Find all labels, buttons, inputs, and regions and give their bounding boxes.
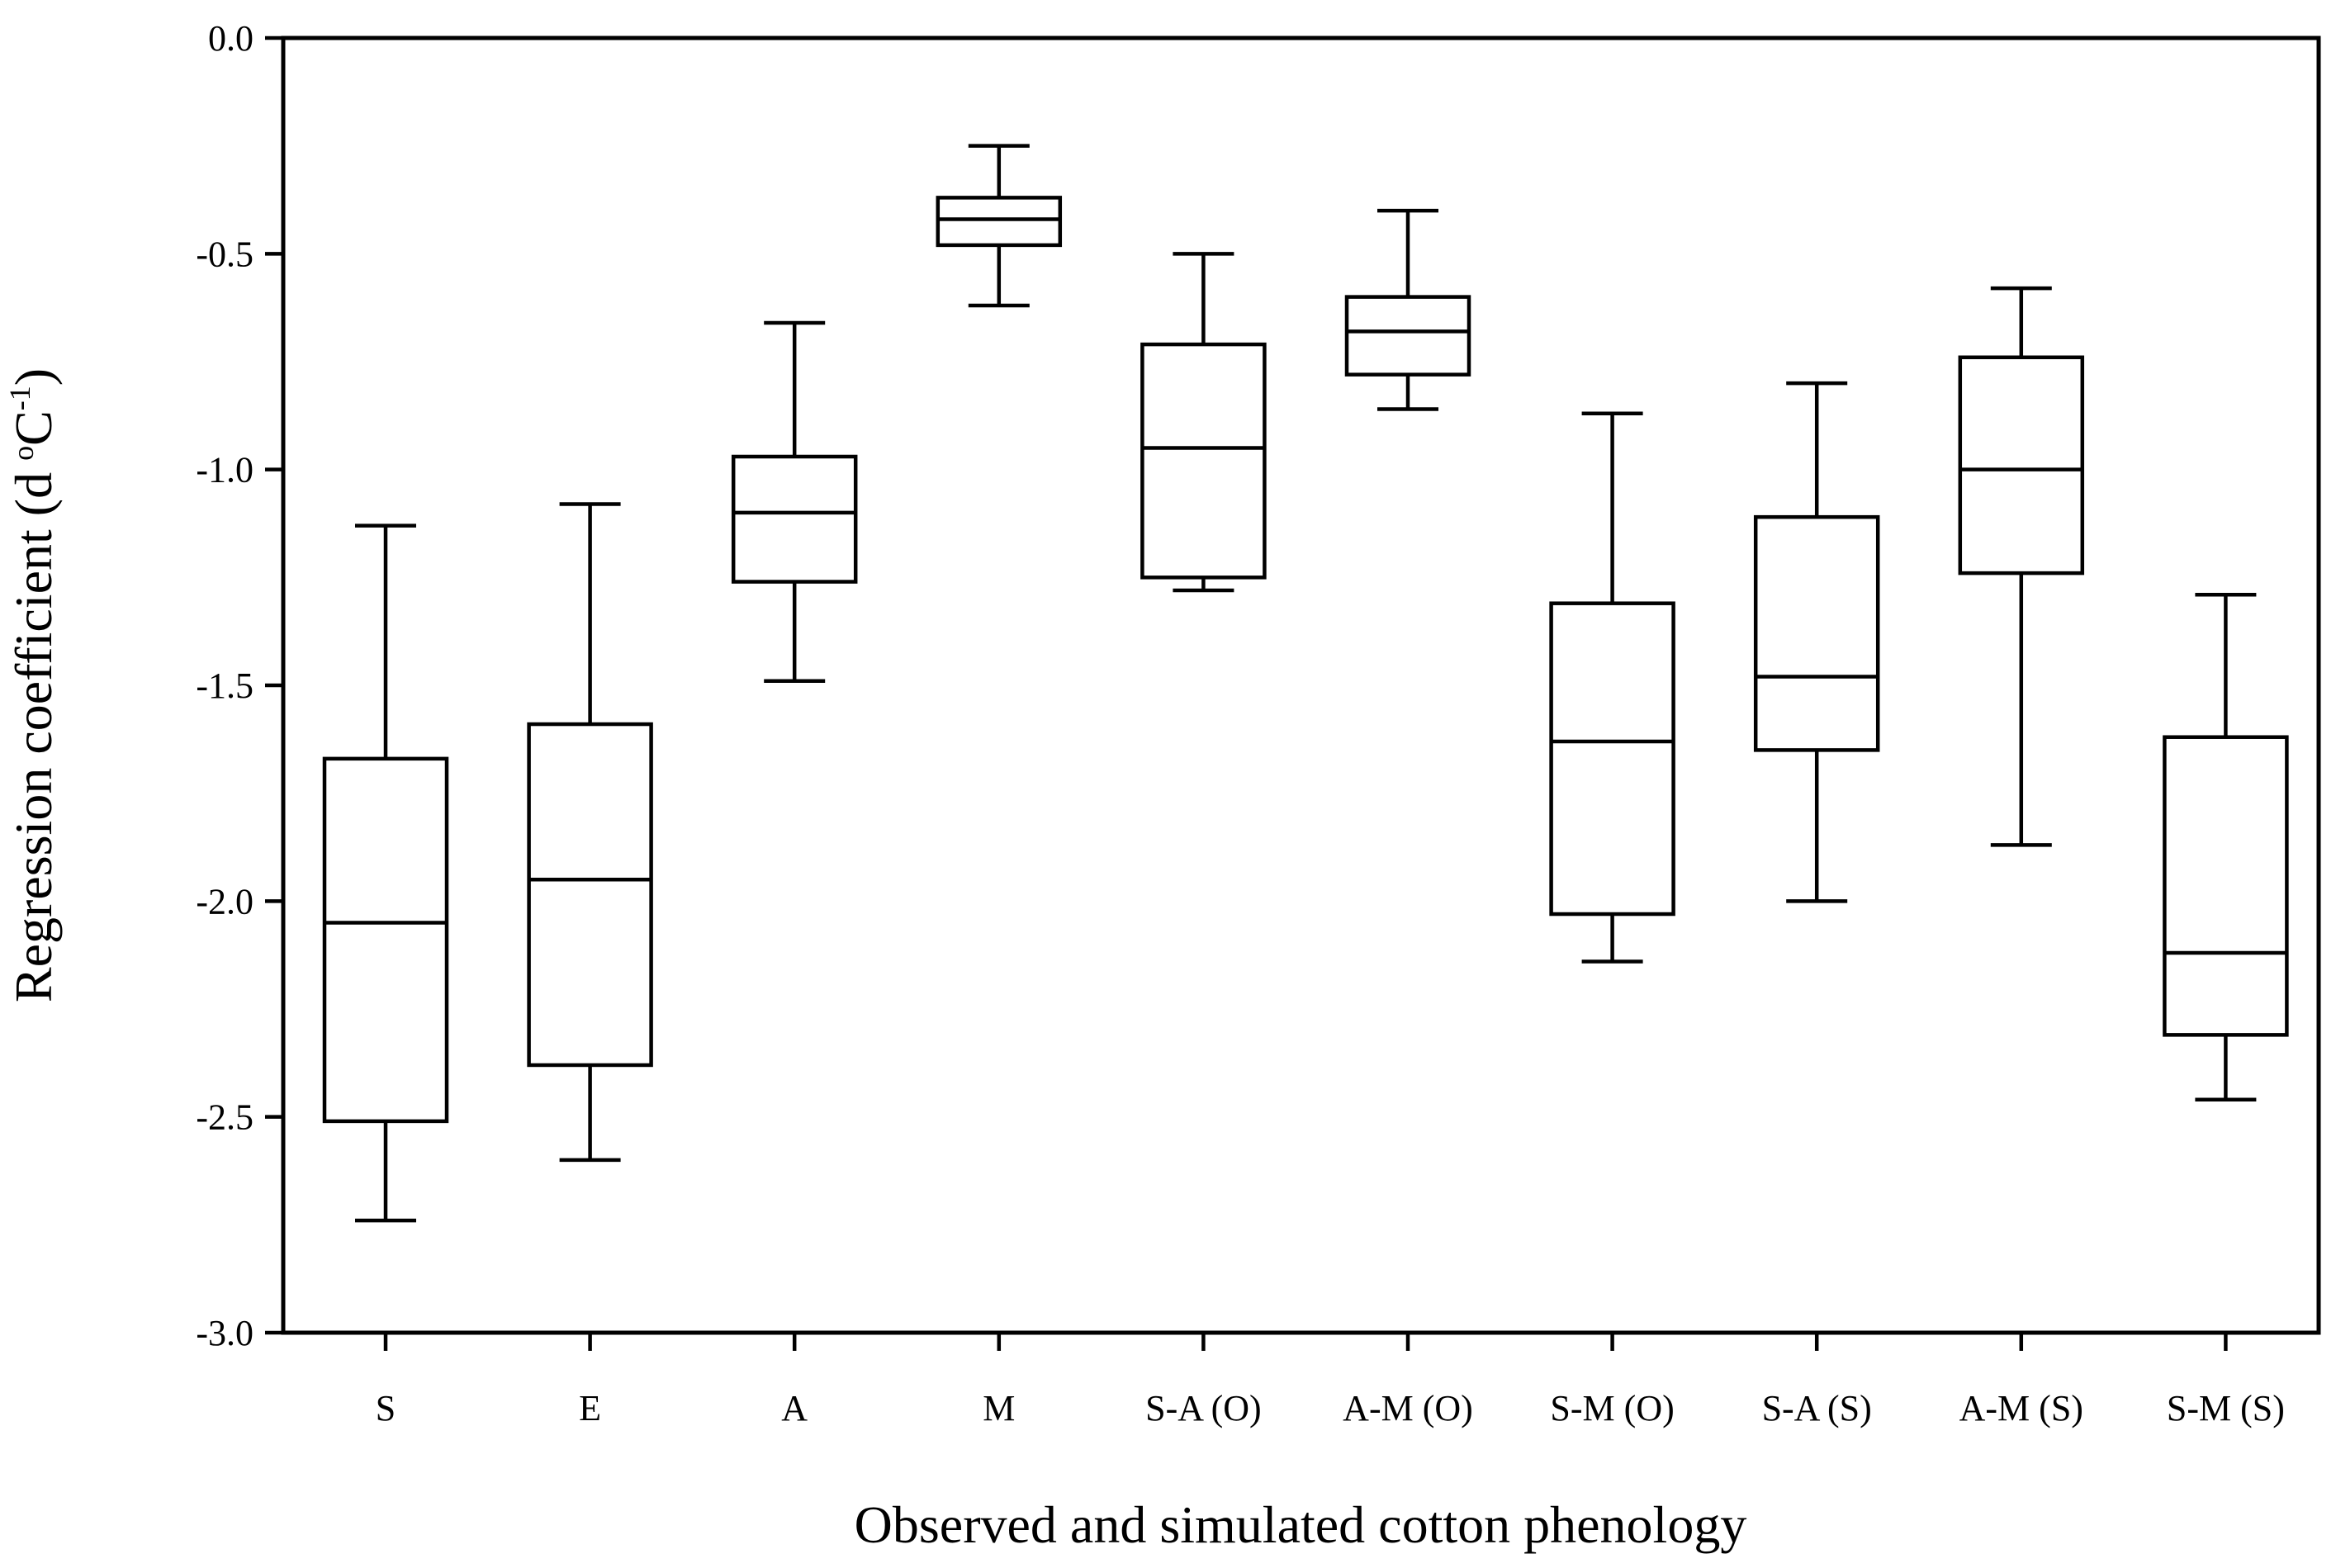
- y-axis-title-prefix: Regression coefficient (d: [4, 472, 63, 1002]
- y-axis-title-suffix: ): [4, 368, 63, 386]
- y-axis-title: Regression coefficient (d oC-1): [3, 368, 63, 1002]
- box-e: [527, 502, 653, 1163]
- y-tick-label: -1.0: [196, 450, 254, 490]
- interquartile-box: [322, 756, 449, 1124]
- box-a-m-s: [1958, 286, 2085, 847]
- box-s-a-s: [1753, 381, 1880, 903]
- box-s: [322, 523, 449, 1223]
- interquartile-box: [1344, 295, 1471, 377]
- box-a: [731, 320, 858, 684]
- box-s-m-o: [1549, 411, 1675, 964]
- x-tick-label: S-A (S): [1762, 1388, 1872, 1428]
- y-axis-title-exponent: -1: [3, 386, 36, 410]
- interquartile-box: [1549, 601, 1675, 917]
- x-tick-label: S: [376, 1388, 396, 1428]
- y-axis-title-unit: C: [4, 410, 63, 446]
- box-s-m-s: [2163, 592, 2289, 1102]
- interquartile-box: [936, 196, 1063, 248]
- y-axis-title-degree: o: [7, 446, 40, 461]
- interquartile-box: [731, 454, 858, 584]
- interquartile-box: [2163, 735, 2289, 1037]
- y-axis: 0.0 -0.5 -1.0 -1.5 -2.0 -2.5 -3.0: [196, 18, 283, 1353]
- interquartile-box: [1753, 514, 1880, 752]
- box-m: [936, 144, 1063, 308]
- y-tick-label: -2.0: [196, 881, 254, 921]
- y-tick-label: 0.0: [208, 18, 254, 59]
- x-tick-label: S-M (O): [1550, 1388, 1674, 1428]
- interquartile-box: [527, 722, 653, 1068]
- x-tick-label: S-M (S): [2167, 1388, 2285, 1428]
- y-tick-label: -1.5: [196, 666, 254, 706]
- x-axis: S E A M S-A (O) A-M (O) S-M (O) S-A (S) A-M (S) S…: [376, 1333, 2285, 1428]
- x-tick-label: S-A (O): [1145, 1388, 1262, 1428]
- box-series: [322, 144, 2289, 1223]
- interquartile-box: [1140, 342, 1267, 580]
- box-a-m-o: [1344, 208, 1471, 411]
- y-tick-label: -3.0: [196, 1313, 254, 1353]
- x-tick-label: A-M (S): [1959, 1388, 2083, 1428]
- box-s-a-o: [1140, 252, 1267, 593]
- x-tick-label: A: [781, 1388, 808, 1428]
- x-tick-label: M: [983, 1388, 1015, 1428]
- y-tick-label: -2.5: [196, 1097, 254, 1138]
- x-axis-title: Observed and simulated cotton phenology: [855, 1495, 1747, 1554]
- interquartile-box: [1958, 355, 2085, 576]
- y-tick-label: -0.5: [196, 234, 254, 274]
- x-tick-label: A-M (O): [1343, 1388, 1473, 1428]
- x-tick-label: E: [579, 1388, 601, 1428]
